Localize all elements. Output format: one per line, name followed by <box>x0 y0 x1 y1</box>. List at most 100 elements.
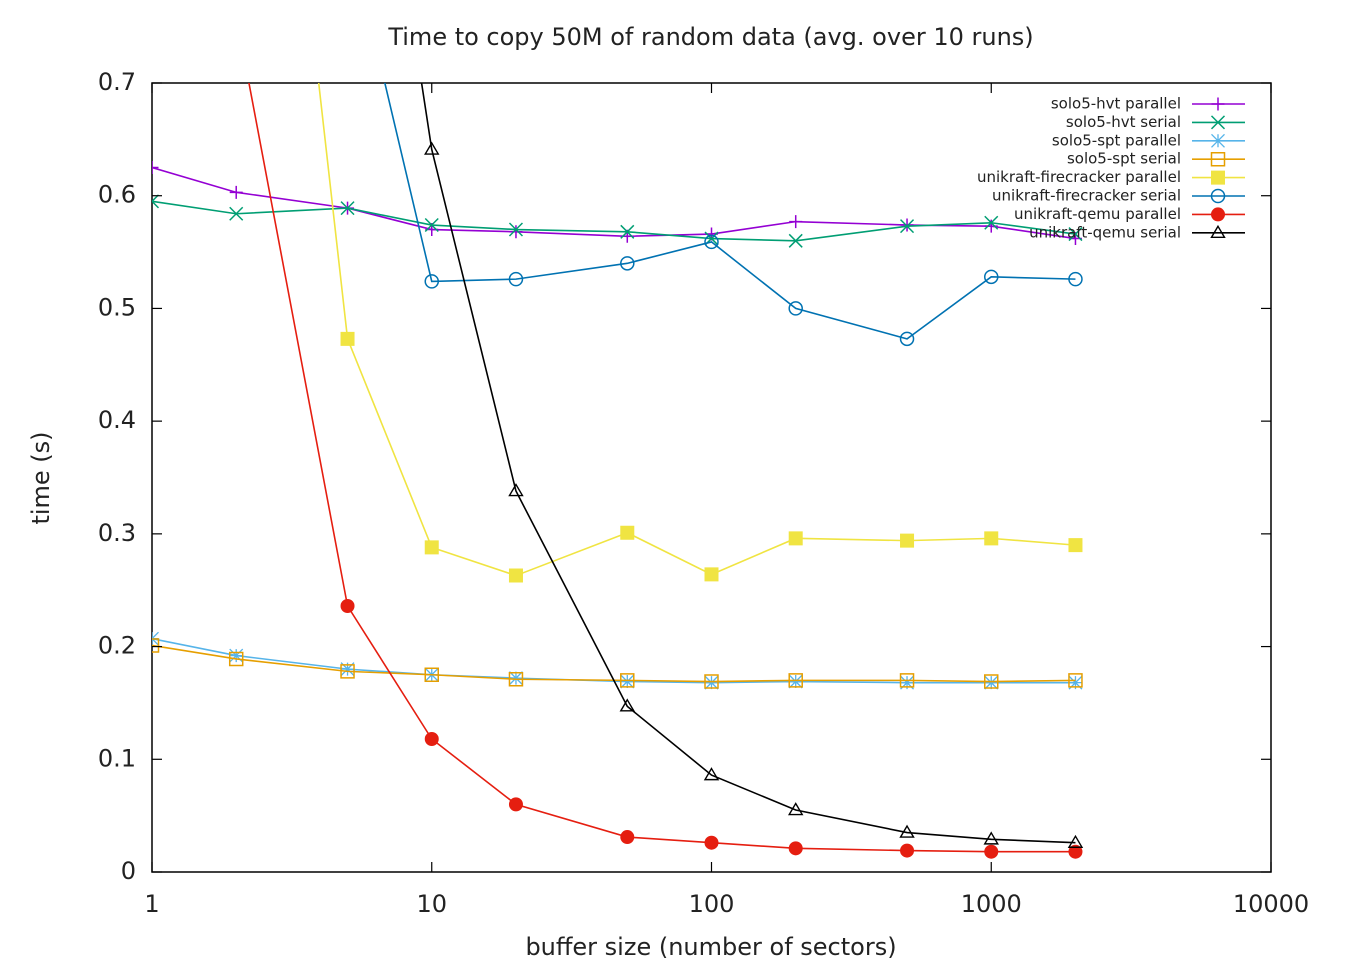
legend-marker <box>1210 151 1226 167</box>
y-tick-label: 0.1 <box>98 744 136 772</box>
x-tick-label: 100 <box>689 890 735 918</box>
data-point <box>789 215 803 229</box>
series-line <box>420 83 1076 844</box>
legend-marker <box>1210 224 1226 239</box>
data-point <box>620 525 635 540</box>
data-point <box>229 206 244 221</box>
data-point <box>984 844 999 859</box>
data-point <box>508 568 523 583</box>
legend-marker <box>1210 188 1226 204</box>
chart-title: Time to copy 50M of random data (avg. ov… <box>387 23 1033 51</box>
legend-label: solo5-spt serial <box>1067 150 1181 168</box>
data-point <box>619 698 636 712</box>
data-point <box>703 767 720 781</box>
x-tick-label: 1 <box>144 890 159 918</box>
series-line <box>384 83 1076 340</box>
data-point <box>152 194 160 209</box>
data-point <box>508 672 524 687</box>
x-axis-label: buffer size (number of sectors) <box>525 933 896 961</box>
y-tick-label: 0.2 <box>98 632 136 660</box>
data-point <box>620 256 635 271</box>
data-point <box>1068 271 1083 287</box>
legend-marker <box>1211 170 1225 185</box>
y-tick-label: 0.5 <box>98 293 136 321</box>
data-point <box>704 567 719 582</box>
data-point <box>788 673 803 688</box>
data-point <box>899 673 915 688</box>
data-point <box>340 599 355 613</box>
legend-marker <box>1211 97 1225 111</box>
x-tick-label: 10 <box>416 890 447 918</box>
data-point <box>788 531 803 546</box>
data-point <box>984 531 999 546</box>
data-point <box>1068 844 1083 859</box>
data-point <box>340 201 355 216</box>
data-point <box>704 835 719 850</box>
legend-label: unikraft-firecracker serial <box>992 187 1181 205</box>
data-point <box>704 674 719 689</box>
data-point <box>152 638 160 653</box>
legend-marker <box>1210 207 1226 222</box>
data-point <box>620 224 635 239</box>
plot-area <box>152 9 1084 859</box>
legend-label: solo5-hvt parallel <box>1051 95 1181 113</box>
data-point <box>340 662 355 677</box>
data-point <box>984 215 999 230</box>
x-tick-label: 1000 <box>961 890 1022 918</box>
data-point <box>152 161 159 175</box>
series-line <box>317 83 1076 577</box>
data-point <box>704 675 719 690</box>
data-point <box>900 843 915 858</box>
data-point <box>228 651 244 667</box>
data-point <box>900 533 915 548</box>
data-point <box>424 667 439 682</box>
data-point <box>229 185 243 199</box>
data-point <box>984 674 999 689</box>
legend-marker <box>1211 133 1225 148</box>
data-point <box>1067 834 1084 848</box>
data-point <box>1068 227 1083 242</box>
data-point <box>424 141 440 155</box>
data-point <box>984 219 998 233</box>
data-point <box>508 222 523 237</box>
legend-label: unikraft-qemu parallel <box>1014 205 1181 223</box>
data-point <box>900 218 914 232</box>
data-point <box>424 732 439 746</box>
y-axis-label: time (s) <box>27 431 55 524</box>
data-point <box>620 830 635 845</box>
y-tick-label: 0.6 <box>98 181 136 209</box>
y-tick-label: 0.3 <box>98 519 136 547</box>
data-point <box>230 9 243 22</box>
data-point <box>788 233 803 248</box>
data-point <box>509 225 523 239</box>
data-point <box>424 217 439 233</box>
data-point <box>788 674 803 689</box>
data-point <box>983 831 999 845</box>
data-point <box>899 331 915 347</box>
data-point <box>900 219 915 234</box>
series-line <box>248 83 1076 853</box>
data-point <box>1068 673 1083 688</box>
data-point <box>229 648 244 663</box>
data-point <box>788 841 803 856</box>
y-tick-label: 0.7 <box>98 68 136 96</box>
data-point <box>1068 538 1083 553</box>
data-point <box>788 301 803 316</box>
data-point <box>900 675 914 690</box>
x-tick-label: 10000 <box>1233 890 1309 918</box>
data-point <box>424 540 439 555</box>
series-line <box>152 637 1076 684</box>
data-point <box>340 331 355 346</box>
legend-label: unikraft-qemu serial <box>1029 223 1181 241</box>
series-line <box>152 166 1076 240</box>
data-point <box>620 674 635 689</box>
y-tick-label: 0 <box>121 857 136 885</box>
data-point <box>508 483 524 497</box>
data-point <box>340 664 355 679</box>
data-point <box>424 274 440 289</box>
data-point <box>1068 675 1083 690</box>
series-line <box>152 644 1076 683</box>
data-point <box>704 234 719 250</box>
